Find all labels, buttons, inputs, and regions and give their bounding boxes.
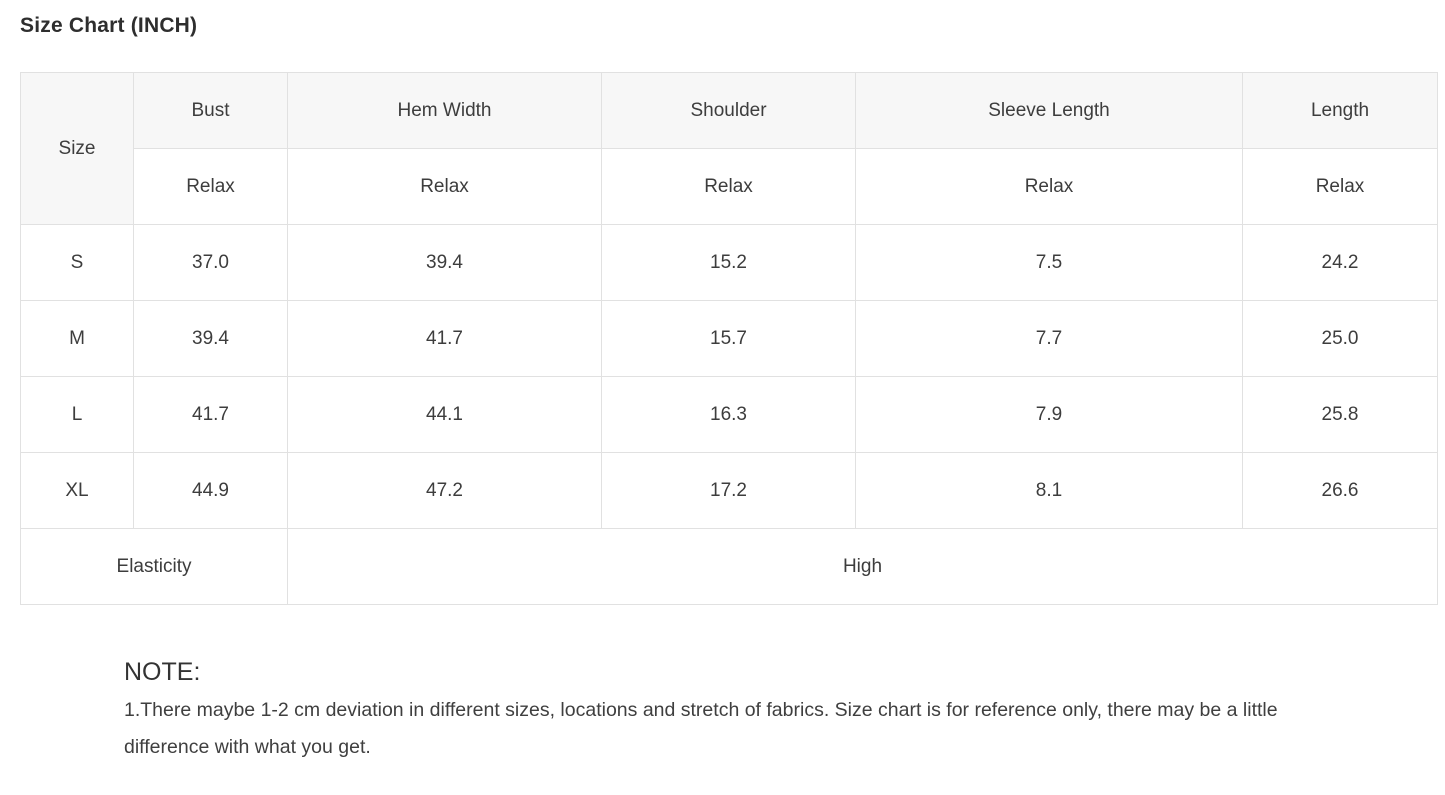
measurement-cell: 24.2 (1242, 224, 1438, 301)
page-title: Size Chart (INCH) (20, 14, 198, 37)
size-label-cell: M (20, 300, 134, 377)
size-chart-table: Size Bust Hem Width Shoulder Sleeve Leng… (20, 72, 1438, 605)
table-row-elasticity: Elasticity High (20, 528, 1438, 605)
header-row-fit: Relax Relax Relax Relax Relax (21, 148, 1438, 225)
measurement-cell: 7.9 (855, 376, 1243, 453)
measurement-cell: 44.9 (133, 452, 288, 529)
col-header-size: Size (20, 72, 134, 225)
measurement-cell: 16.3 (601, 376, 856, 453)
measurement-cell: 47.2 (287, 452, 602, 529)
header-row-measurements: Size Bust Hem Width Shoulder Sleeve Leng… (20, 72, 1438, 225)
note-heading: NOTE: (124, 658, 201, 686)
table-row-size-l: L 41.7 44.1 16.3 7.9 25.8 (20, 376, 1438, 453)
table-row-size-m: M 39.4 41.7 15.7 7.7 25.0 (20, 300, 1438, 377)
measurement-cell: 25.0 (1242, 300, 1438, 377)
fit-cell-length: Relax (1242, 148, 1438, 225)
note-body: 1.There maybe 1-2 cm deviation in differ… (124, 699, 1278, 758)
elasticity-value-cell: High (287, 528, 1438, 605)
elasticity-label-cell: Elasticity (20, 528, 288, 605)
measurement-cell: 17.2 (601, 452, 856, 529)
measurement-cell: 44.1 (287, 376, 602, 453)
size-label-cell: L (20, 376, 134, 453)
measurement-cell: 7.7 (855, 300, 1243, 377)
measurement-cell: 25.8 (1242, 376, 1438, 453)
col-header-hem-width: Hem Width (287, 72, 602, 149)
col-header-shoulder: Shoulder (601, 72, 856, 149)
fit-cell-shoulder: Relax (601, 148, 856, 225)
measurement-cell: 8.1 (855, 452, 1243, 529)
fit-cell-bust: Relax (133, 148, 288, 225)
measurement-cell: 39.4 (287, 224, 602, 301)
fit-cell-sleeve-length: Relax (855, 148, 1243, 225)
measurement-cell: 15.7 (601, 300, 856, 377)
fit-cell-hem-width: Relax (287, 148, 602, 225)
measurement-cell: 37.0 (133, 224, 288, 301)
table-row-size-xl: XL 44.9 47.2 17.2 8.1 26.6 (20, 452, 1438, 529)
size-label-cell: S (20, 224, 134, 301)
col-header-length: Length (1242, 72, 1438, 149)
measurement-cell: 7.5 (855, 224, 1243, 301)
measurement-cell: 15.2 (601, 224, 856, 301)
measurement-cell: 26.6 (1242, 452, 1438, 529)
table-row-size-s: S 37.0 39.4 15.2 7.5 24.2 (20, 224, 1438, 301)
col-header-sleeve-length: Sleeve Length (855, 72, 1243, 149)
measurement-cell: 41.7 (287, 300, 602, 377)
note-section: NOTE: 1.There maybe 1-2 cm deviation in … (124, 658, 1304, 766)
measurement-cell: 39.4 (133, 300, 288, 377)
col-header-bust: Bust (133, 72, 288, 149)
measurement-cell: 41.7 (133, 376, 288, 453)
size-label-cell: XL (20, 452, 134, 529)
